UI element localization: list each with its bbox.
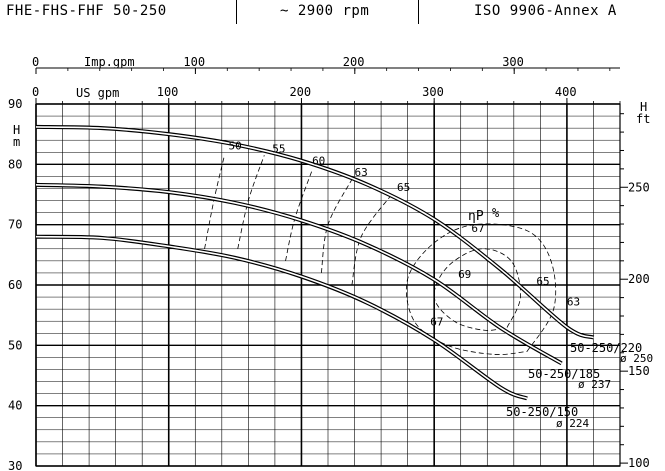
- series-name-label: 50-250/185: [528, 367, 600, 381]
- efficiency-label: 67: [430, 315, 443, 328]
- series-diameter-label: ø 250: [620, 352, 653, 365]
- chart-header: FHE-FHS-FHF 50-250 ~ 2900 rpm ISO 9906-A…: [0, 0, 665, 24]
- y-left-tick-label: 50: [8, 338, 22, 352]
- series-diameter-label: ø 224: [556, 417, 589, 430]
- y-left-unit-h: H: [13, 123, 20, 137]
- efficiency-label: 63: [355, 166, 368, 179]
- efficiency-labels: 50 55 60 63 65 67 69 67 65 63: [228, 139, 580, 328]
- x-secondary-tick-label: 100: [183, 55, 205, 69]
- x-primary-tick-label: 100: [157, 85, 179, 99]
- efficiency-label: 67: [471, 222, 484, 235]
- chart-axes: Imp.gpm US gpm H m H ft: [13, 55, 650, 149]
- y-left-tick-label: 90: [8, 97, 22, 111]
- x-primary-tick-label: 300: [422, 85, 444, 99]
- x-secondary-tick-label: 300: [502, 55, 524, 69]
- y-right-unit-h: H: [640, 100, 647, 114]
- efficiency-label: 60: [312, 154, 325, 167]
- efficiency-label: 55: [272, 142, 285, 155]
- y-left-unit-m: m: [13, 135, 20, 149]
- efficiency-label: 65: [536, 275, 549, 288]
- head-curve-core-3: [35, 235, 528, 400]
- x-secondary-tick-label: 200: [343, 55, 365, 69]
- series-diameter-label: ø 237: [578, 378, 611, 391]
- efficiency-island-outer: [405, 223, 557, 355]
- series-name-label: 50-250/220: [570, 341, 642, 355]
- x-secondary-ticks: 0 100 200 300: [32, 55, 611, 74]
- y-right-tick-label: 150: [628, 364, 650, 378]
- y-right-ticks: 100 150 200 250: [620, 113, 650, 470]
- y-left-tick-label: 60: [8, 278, 22, 292]
- head-curve-core-1: [35, 126, 594, 339]
- x-primary-tick-label: 400: [555, 85, 577, 99]
- x-secondary-tick-label: 0: [32, 55, 39, 69]
- y-right-unit-ft: ft: [636, 112, 650, 126]
- y-left-tick-label: 80: [8, 157, 22, 171]
- series-name-label: 50-250/150: [506, 405, 578, 419]
- y-right-tick-label: 250: [628, 180, 650, 194]
- chart-grid: [35, 103, 621, 467]
- y-left-tick-label: 70: [8, 218, 22, 232]
- iso-efficiency-55: [237, 155, 265, 249]
- header-divider-1: [236, 0, 237, 24]
- efficiency-label: 50: [228, 139, 241, 152]
- y-right-tick-label: 100: [628, 456, 650, 470]
- y-left-ticks: 30 40 50 60 70 80 90: [8, 97, 22, 471]
- y-right-tick-label: 200: [628, 272, 650, 286]
- header-speed: ~ 2900 rpm: [280, 3, 370, 19]
- us-gpm-axis-label: US gpm: [76, 86, 119, 100]
- x-primary-tick-label: 0: [32, 85, 39, 99]
- iso-efficiency-65: [351, 194, 393, 286]
- efficiency-label: 69: [458, 268, 471, 281]
- header-standard: ISO 9906-Annex A: [474, 3, 617, 19]
- efficiency-label: 65: [397, 181, 410, 194]
- iso-efficiency-curves: [204, 155, 557, 355]
- x-primary-tick-label: 200: [289, 85, 311, 99]
- efficiency-percent: %: [492, 206, 500, 220]
- efficiency-label: 63: [567, 296, 580, 309]
- imp-gpm-axis-label: Imp.gpm: [84, 55, 135, 69]
- efficiency-symbol: ηP: [468, 209, 484, 224]
- head-curves: [35, 124, 595, 401]
- iso-efficiency-63: [320, 179, 353, 273]
- head-curve-core-2: [35, 184, 563, 365]
- y-left-tick-label: 30: [8, 459, 22, 471]
- header-divider-2: [418, 0, 419, 24]
- header-model: FHE-FHS-FHF 50-250: [6, 3, 167, 19]
- y-left-tick-label: 40: [8, 399, 22, 413]
- x-primary-ticks: 0 100 200 300 400: [32, 85, 621, 104]
